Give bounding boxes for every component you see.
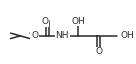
Text: O: O	[31, 31, 38, 40]
Text: NH: NH	[55, 31, 69, 40]
Text: O: O	[42, 17, 49, 26]
Text: O: O	[95, 47, 102, 56]
Text: OH: OH	[72, 17, 85, 26]
Text: OH: OH	[120, 31, 134, 40]
